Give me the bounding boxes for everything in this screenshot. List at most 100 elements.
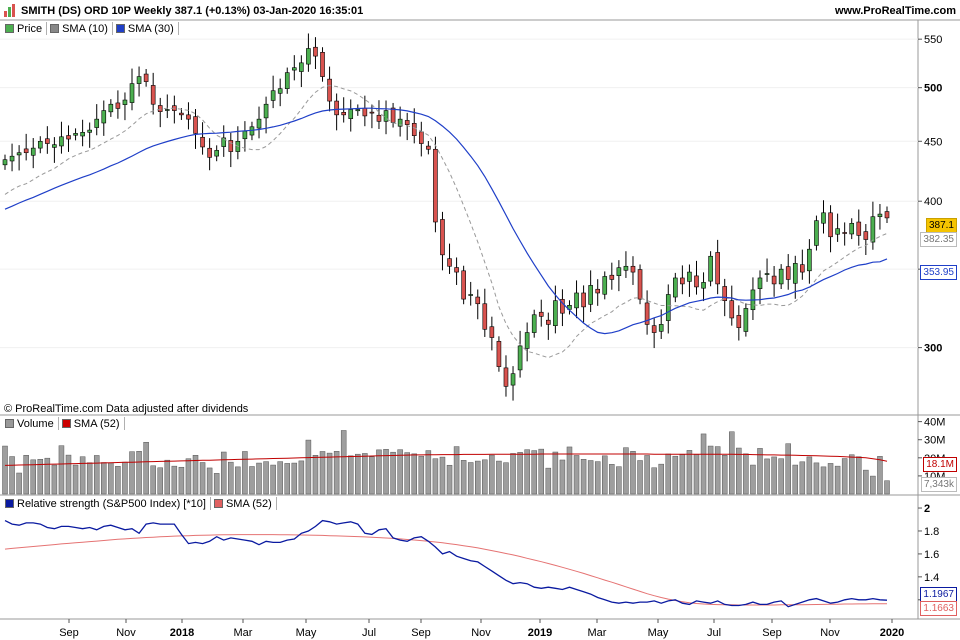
candle: [186, 102, 191, 130]
candle: [320, 47, 325, 82]
candle: [595, 279, 601, 306]
candle-body: [214, 150, 219, 157]
candle-body: [828, 212, 833, 238]
candle-body: [242, 130, 248, 140]
legend-item[interactable]: SMA (52): [59, 417, 125, 430]
candle: [546, 312, 551, 340]
candle-body: [164, 109, 170, 111]
volume-bar: [559, 459, 566, 495]
candle: [299, 55, 304, 88]
candle-body: [792, 263, 798, 284]
volume-bar: [2, 445, 8, 495]
candle-body: [143, 73, 149, 82]
legend-item[interactable]: SMA (52): [211, 497, 277, 510]
candle-body: [263, 103, 269, 119]
candle-body: [680, 277, 685, 285]
y-tick-label: 1.4: [924, 572, 939, 584]
volume-bar: [23, 455, 29, 495]
candle: [623, 251, 629, 278]
candle-body: [94, 118, 100, 128]
candle: [665, 284, 671, 334]
candle: [80, 119, 85, 147]
sma30-line: [4, 107, 888, 335]
volume-bar: [757, 448, 763, 495]
candle-body: [736, 315, 742, 328]
volume-bar: [524, 449, 530, 495]
volume-bar: [305, 439, 312, 495]
chart-title: SMITH (DS) ORD 10P Weekly 387.1 (+0.13%)…: [21, 5, 364, 17]
legend-item[interactable]: Relative strength (S&P500 Index) [*10]: [2, 497, 211, 510]
volume-bar: [383, 449, 389, 495]
candle: [828, 205, 833, 253]
candle-body: [376, 114, 382, 122]
candle: [729, 285, 735, 326]
candle: [884, 206, 890, 224]
volume-bar: [129, 451, 135, 495]
volume-bar: [503, 462, 509, 495]
legend-label: Volume: [17, 417, 54, 430]
volume-bar: [686, 450, 693, 495]
candle: [524, 322, 530, 362]
volume-bar: [65, 454, 72, 495]
volume-bar: [136, 451, 142, 495]
candle-body: [616, 267, 622, 276]
rs-tag: 1.1967: [920, 587, 957, 602]
volume-bar: [496, 460, 502, 495]
volume-bar: [651, 467, 657, 495]
candle: [23, 133, 29, 161]
candle: [517, 330, 523, 378]
candle-body: [320, 51, 325, 77]
candle: [207, 138, 212, 171]
candle: [856, 209, 862, 246]
volume-bar: [693, 454, 700, 495]
volume-bar: [263, 461, 269, 495]
volume-bar: [326, 452, 333, 495]
volume-bar: [877, 456, 883, 495]
candle: [750, 277, 756, 320]
volume-bar: [347, 455, 354, 495]
candle: [835, 213, 840, 242]
candle: [383, 100, 389, 135]
candle: [715, 239, 720, 295]
legend-label: SMA (10): [62, 22, 108, 35]
candle-body: [256, 118, 262, 129]
candle-body: [207, 147, 212, 158]
legend-item[interactable]: Price: [2, 22, 48, 35]
volume-bar: [870, 475, 876, 495]
legend-item[interactable]: SMA (30): [113, 22, 179, 35]
candle-body: [538, 311, 544, 317]
legend-item[interactable]: Volume: [2, 417, 59, 430]
rs-sma-line: [4, 534, 887, 606]
candle-body: [546, 319, 551, 325]
candle: [157, 97, 163, 128]
candle: [877, 204, 883, 230]
y-tick-label: 30M: [924, 435, 945, 447]
candle: [306, 33, 311, 72]
legend-item[interactable]: SMA (10): [47, 22, 113, 35]
volume-bar: [108, 462, 114, 495]
volume-bar: [672, 455, 679, 495]
volume-bar: [185, 458, 192, 495]
candle: [842, 222, 847, 246]
site-url[interactable]: www.ProRealTime.com: [834, 5, 956, 17]
candle: [94, 104, 100, 136]
volume-bar: [863, 469, 869, 495]
volume-bar: [665, 453, 672, 495]
x-tick-label: Jul: [362, 627, 376, 639]
legend-swatch-icon: [213, 499, 223, 508]
candle-body: [482, 303, 488, 330]
candle: [743, 303, 749, 337]
candle: [567, 300, 572, 315]
candle: [87, 122, 92, 148]
volume-bar: [467, 462, 474, 495]
candle-body: [228, 140, 234, 152]
candle: [150, 72, 156, 115]
candle: [66, 125, 71, 152]
candle: [771, 266, 777, 297]
volume-bar: [319, 451, 326, 495]
candle-body: [800, 264, 805, 273]
candle: [45, 126, 50, 154]
candle-body: [531, 314, 537, 333]
candle-body: [757, 277, 763, 289]
